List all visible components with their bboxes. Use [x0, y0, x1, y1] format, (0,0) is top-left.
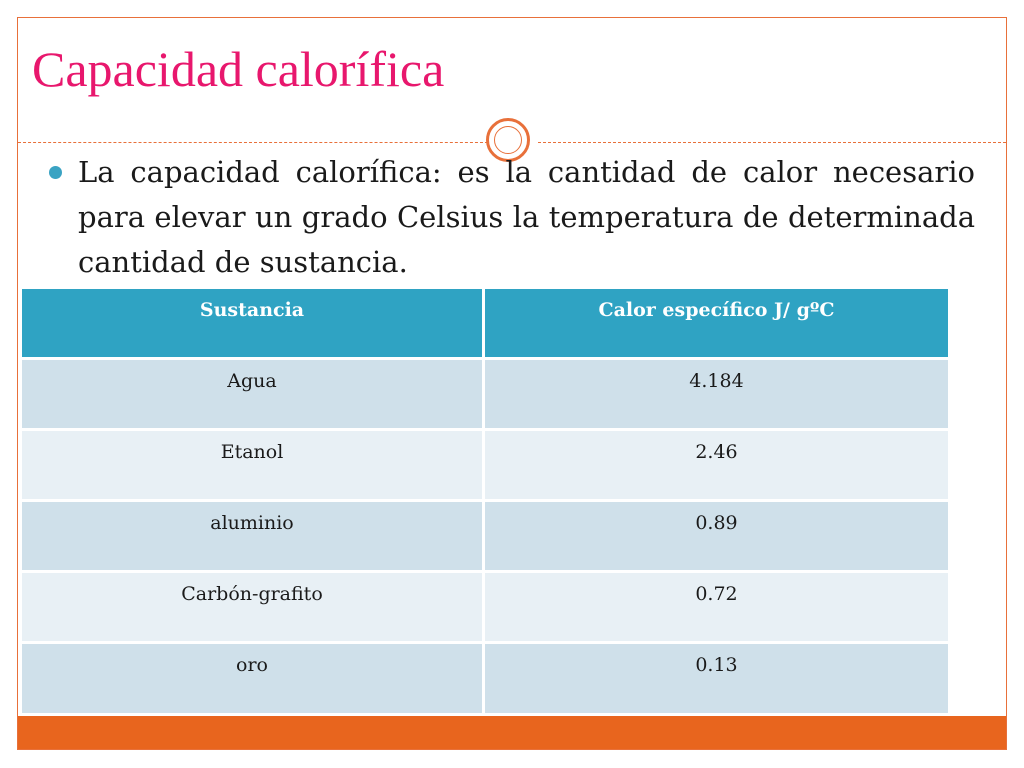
- cell-specific-heat: 2.46: [485, 431, 948, 502]
- cell-substance: Agua: [22, 360, 485, 431]
- cell-substance: Etanol: [22, 431, 485, 502]
- title-divider-left: [18, 142, 488, 143]
- table-row: Agua 4.184: [22, 360, 948, 431]
- title-divider-right: [538, 142, 1006, 143]
- bullet-dot-icon: [49, 166, 62, 179]
- cell-specific-heat: 4.184: [485, 360, 948, 431]
- cell-substance: Carbón-grafito: [22, 573, 485, 644]
- cell-specific-heat: 0.72: [485, 573, 948, 644]
- table-row: aluminio 0.89: [22, 502, 948, 573]
- ring-ornament-inner: [494, 126, 522, 154]
- ring-ornament-icon: [486, 118, 530, 162]
- cell-substance: oro: [22, 644, 485, 713]
- footer-bar: [18, 716, 1006, 749]
- cell-specific-heat: 0.89: [485, 502, 948, 573]
- cell-specific-heat: 0.13: [485, 644, 948, 713]
- cell-substance: aluminio: [22, 502, 485, 573]
- table-header-row: Sustancia Calor específico J/ gºC: [22, 289, 948, 360]
- bullet-text: La capacidad calorífica: es la cantidad …: [78, 155, 975, 279]
- header-specific-heat: Calor específico J/ gºC: [485, 289, 948, 360]
- specific-heat-table: Sustancia Calor específico J/ gºC Agua 4…: [22, 289, 948, 713]
- slide-title: Capacidad calorífica: [32, 41, 445, 97]
- header-substance: Sustancia: [22, 289, 485, 360]
- table-row: Carbón-grafito 0.72: [22, 573, 948, 644]
- table-row: Etanol 2.46: [22, 431, 948, 502]
- table-row: oro 0.13: [22, 644, 948, 713]
- slide-frame: [17, 17, 1007, 750]
